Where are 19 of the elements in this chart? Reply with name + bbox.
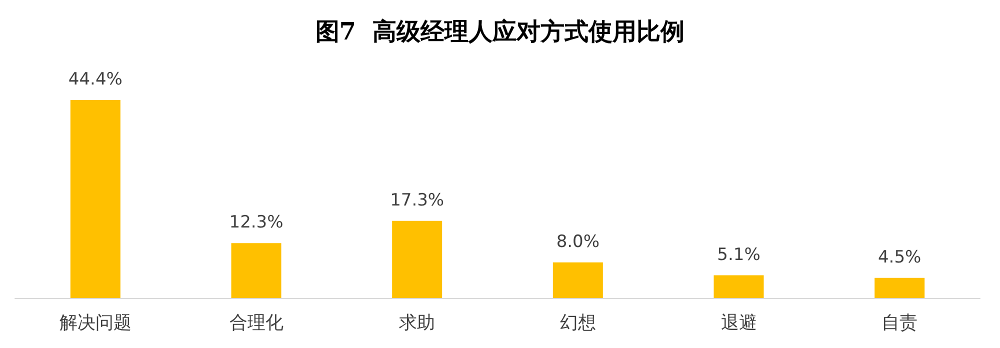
x-tick-label: 幻想 (560, 312, 596, 334)
x-tick-label: 求助 (399, 312, 436, 334)
data-label: 8.0% (556, 232, 600, 252)
x-tick-label: 解决问题 (59, 312, 132, 334)
bar (874, 278, 925, 298)
x-tick-label: 合理化 (229, 312, 284, 334)
bar (714, 275, 764, 298)
data-label: 44.4% (68, 69, 122, 90)
data-label: 17.3% (390, 190, 444, 210)
data-label: 12.3% (229, 212, 284, 233)
bar (70, 100, 120, 298)
data-label: 4.5% (878, 247, 922, 268)
x-tick-label: 退避 (720, 312, 757, 334)
bar (392, 220, 442, 298)
chart-title: 图7 高级经理人应对方式使用比例 (315, 16, 685, 46)
bar (552, 262, 603, 298)
x-tick-label: 自责 (882, 312, 918, 334)
bar (231, 243, 282, 298)
data-label: 5.1% (717, 244, 760, 265)
